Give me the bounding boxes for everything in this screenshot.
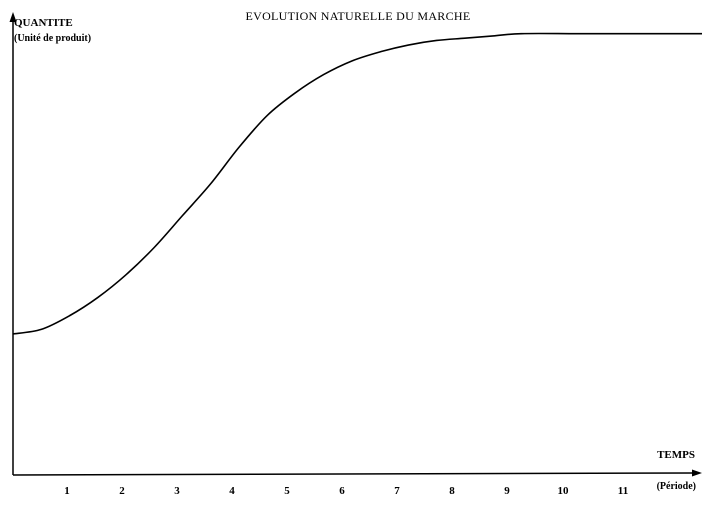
x-tick-label-10: 10 xyxy=(558,485,570,497)
x-tick-label-1: 1 xyxy=(64,485,70,497)
tick-labels: 1 2 3 4 5 6 7 8 9 10 11 xyxy=(64,485,628,497)
chart-title: EVOLUTION NATURELLE DU MARCHE xyxy=(245,9,470,23)
x-tick-label-2: 2 xyxy=(119,485,125,497)
x-axis-unit-label: (Période) xyxy=(657,481,696,492)
x-axis xyxy=(12,472,695,476)
x-tick-label-11: 11 xyxy=(618,485,628,497)
x-tick-label-6: 6 xyxy=(339,485,345,497)
x-tick-label-3: 3 xyxy=(174,485,180,497)
x-tick-label-5: 5 xyxy=(284,485,290,497)
series-group xyxy=(12,32,702,335)
x-tick-label-4: 4 xyxy=(229,485,235,497)
series-line-0 xyxy=(12,32,702,335)
y-axis-label: QUANTITE xyxy=(14,17,73,29)
x-tick-label-7: 7 xyxy=(394,485,400,497)
x-tick-label-8: 8 xyxy=(449,485,455,497)
x-axis-arrowhead xyxy=(692,469,702,477)
x-tick-label-9: 9 xyxy=(504,485,510,497)
x-axis-label: TEMPS xyxy=(657,449,695,461)
y-axis-unit-label: (Unité de produit) xyxy=(14,33,91,44)
y-axis-arrowhead xyxy=(9,12,17,22)
